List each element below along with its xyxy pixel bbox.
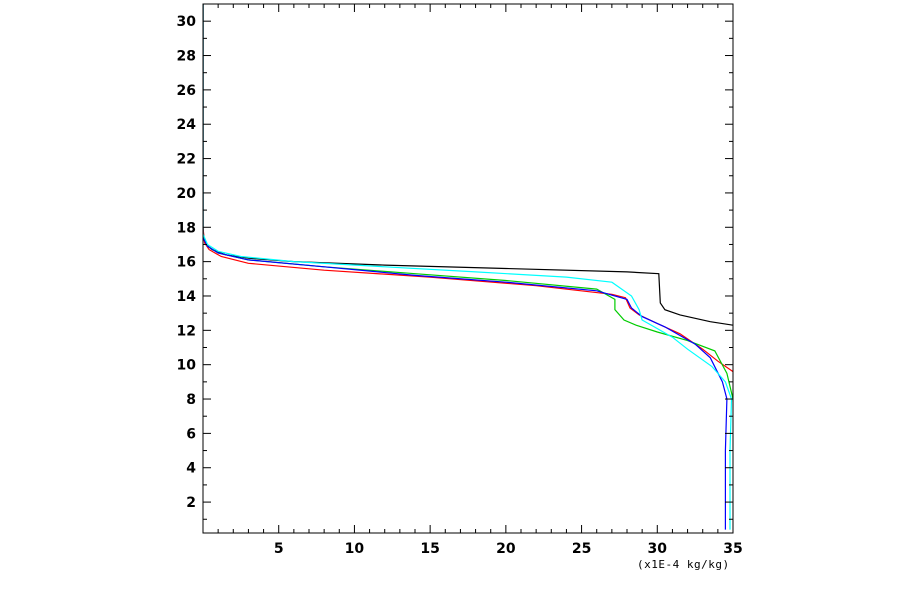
y-tick-label: 18 [177, 220, 196, 236]
y-tick-label: 12 [177, 323, 196, 339]
series-line-2 [203, 4, 733, 373]
x-tick-label: 5 [274, 541, 284, 557]
y-tick-label: 28 [177, 49, 196, 65]
series-layer [203, 4, 733, 530]
series-line-1 [203, 4, 733, 326]
y-tick-label: 14 [177, 289, 197, 305]
x-tick-label: 20 [496, 541, 516, 557]
y-tick-label: 16 [177, 255, 196, 271]
x-tick-label: 25 [572, 541, 591, 557]
y-tick-label: 10 [177, 358, 197, 374]
y-tick-label: 6 [186, 426, 196, 442]
x-tick-label: 15 [420, 541, 439, 557]
series-line-5 [203, 4, 733, 530]
y-tick-label: 24 [177, 117, 197, 133]
x-tick-label: 10 [345, 541, 365, 557]
x-unit-label: (x1E-4 kg/kg) [637, 558, 730, 571]
x-tick-label: 35 [723, 541, 742, 557]
y-tick-label: 22 [177, 152, 196, 168]
x-tick-label: 30 [648, 541, 668, 557]
y-tick-label: 30 [177, 14, 197, 30]
y-tick-label: 2 [186, 495, 196, 511]
series-line-4 [203, 4, 728, 530]
y-tick-label: 26 [177, 83, 196, 99]
y-tick-label: 20 [177, 186, 197, 202]
y-tick-label: 8 [186, 392, 196, 408]
axes-layer [202, 3, 734, 534]
y-tick-label: 4 [186, 461, 196, 477]
plot-frame [202, 3, 734, 534]
